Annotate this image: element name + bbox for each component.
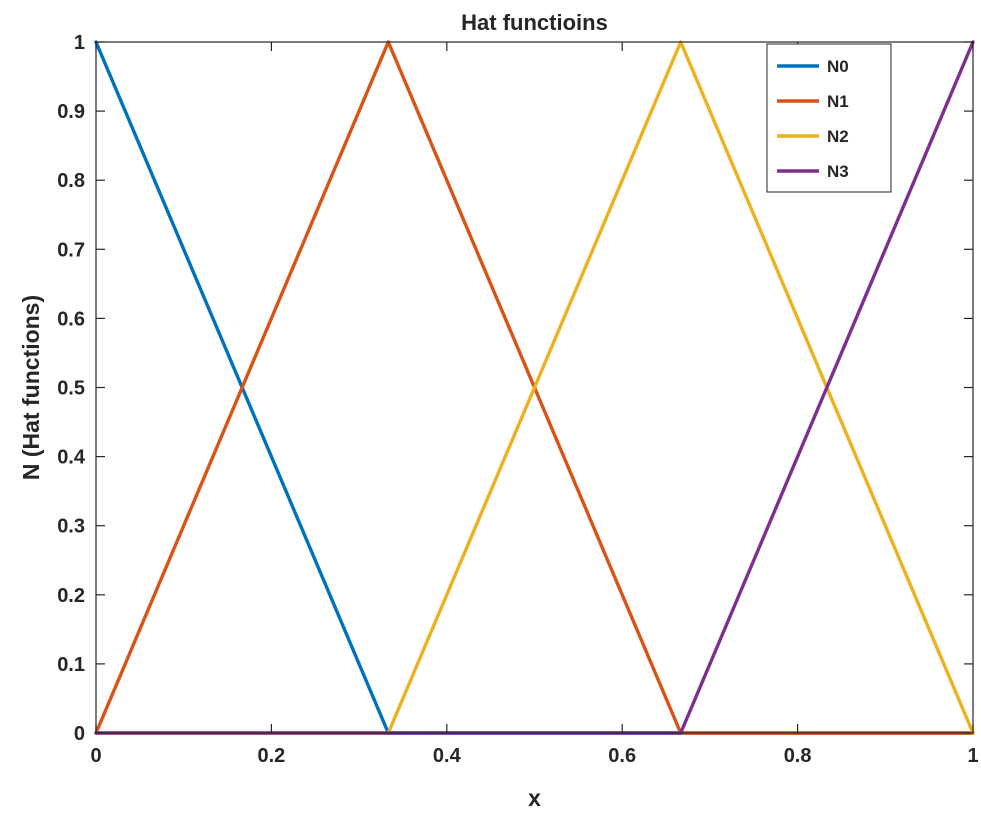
y-tick-label: 0.8 xyxy=(57,170,85,192)
y-tick-label: 0.2 xyxy=(57,585,85,607)
y-tick-label: 0.9 xyxy=(57,101,85,123)
x-axis-label: x xyxy=(528,785,541,811)
x-tick-label: 0.6 xyxy=(608,745,636,767)
y-axis-label: N (Hat functions) xyxy=(18,295,44,480)
x-tick-label: 0.2 xyxy=(257,745,285,767)
legend-label: N1 xyxy=(827,92,849,111)
legend: N0 N1 N2 N3 xyxy=(767,44,891,192)
x-tick-label: 1 xyxy=(967,745,978,767)
legend-label: N2 xyxy=(827,127,849,146)
y-tick-label: 0.4 xyxy=(57,447,86,469)
y-tick-label: 1 xyxy=(74,32,85,54)
y-tick-label: 0.6 xyxy=(57,308,85,330)
legend-label: N3 xyxy=(827,162,849,181)
legend-label: N0 xyxy=(827,57,849,76)
x-tick-label: 0.4 xyxy=(433,745,462,767)
y-tick-label: 0 xyxy=(74,723,85,745)
y-tick-label: 0.5 xyxy=(57,378,85,400)
chart-title: Hat functioins xyxy=(461,10,608,35)
y-tick-label: 0.3 xyxy=(57,516,85,538)
y-tick-label: 0.1 xyxy=(57,654,85,676)
x-tick-label: 0.8 xyxy=(784,745,812,767)
y-tick-label: 0.7 xyxy=(57,239,85,261)
x-tick-label: 0 xyxy=(90,745,101,767)
